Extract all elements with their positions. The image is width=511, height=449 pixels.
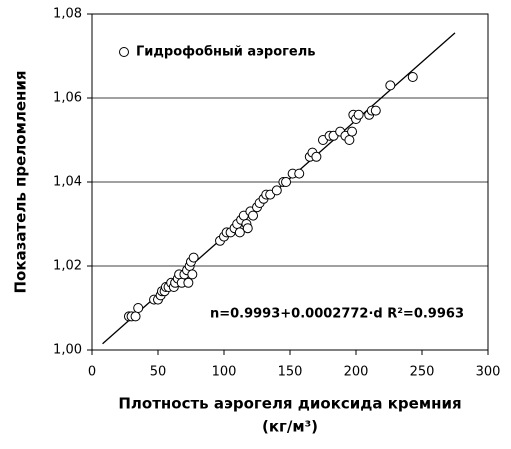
point: [294, 168, 305, 179]
point: [234, 227, 245, 238]
point: [385, 80, 396, 91]
x-tick-label: 300: [476, 365, 501, 380]
x-tick-label: 0: [88, 365, 96, 380]
point: [407, 72, 418, 82]
x-tick-label: 100: [212, 365, 237, 380]
y-tick-label: 1,04: [53, 175, 82, 190]
annotation: n=0.9993+0.0002772·d R²=0.9963: [210, 307, 464, 322]
y-tick-label: 1,00: [53, 343, 82, 358]
legend-label: Гидрофобный аэрогель: [136, 45, 315, 60]
point: [248, 210, 259, 221]
plot-frame: [91, 13, 489, 351]
x-tick-label: 200: [344, 365, 369, 380]
point: [187, 269, 198, 280]
x-axis-label: Плотность аэрогеля диоксида кремния: [118, 395, 461, 413]
point: [271, 185, 282, 196]
point: [188, 252, 199, 263]
x-tick-label: 150: [278, 365, 303, 380]
point: [183, 277, 194, 288]
point: [370, 105, 381, 116]
x-tick-label: 50: [150, 365, 167, 380]
point: [133, 303, 144, 313]
point: [347, 126, 358, 137]
y-tick-label: 1,02: [53, 259, 82, 274]
point: [311, 151, 322, 162]
point: [353, 109, 364, 120]
y-tick-label: 1,08: [53, 7, 82, 22]
point: [344, 135, 355, 145]
point: [242, 223, 253, 234]
x-tick-label: 250: [410, 365, 435, 380]
point: [281, 177, 292, 187]
y-axis-label: Показатель преломления: [12, 70, 30, 293]
point: [130, 311, 141, 322]
x-axis-unit: (кг/м³): [262, 418, 318, 436]
y-tick-label: 1,06: [53, 91, 82, 106]
legend-marker: [119, 47, 129, 57]
